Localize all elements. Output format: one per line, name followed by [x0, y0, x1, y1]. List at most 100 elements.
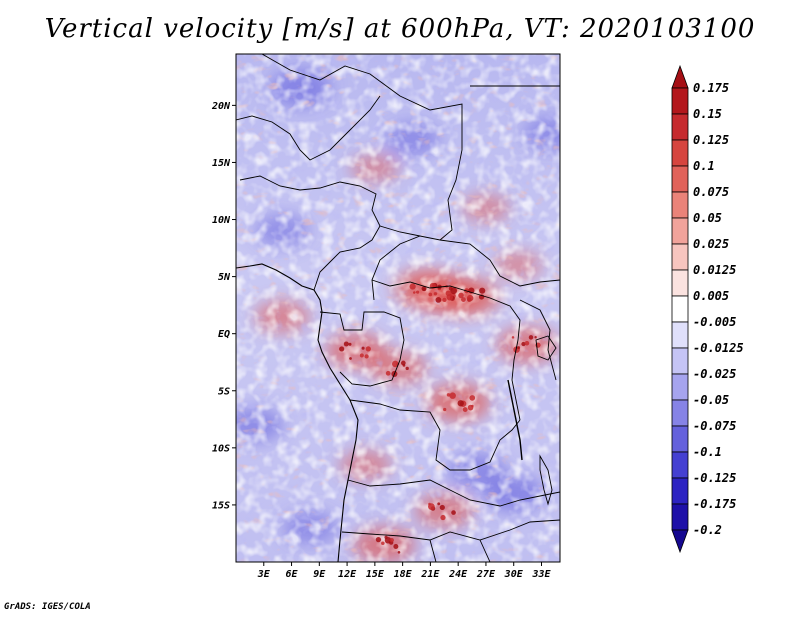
ascent-cell [385, 370, 391, 376]
lon-tick-label: 9E [313, 569, 326, 580]
lat-tick-label: 5N [218, 272, 231, 283]
border-line [371, 279, 521, 421]
lon-tick-label: 21E [420, 569, 440, 580]
country-borders [236, 54, 560, 562]
ascent-cell [365, 346, 371, 352]
lat-tick-label: 20N [211, 101, 231, 112]
ascent-cell [524, 340, 530, 346]
lon-tick-label: 6E [286, 569, 299, 580]
ascent-cell [451, 510, 456, 515]
lon-tick-label: 12E [338, 569, 357, 580]
ascent-cell [449, 392, 456, 399]
colorbar-swatch [671, 191, 689, 219]
ascent-cell [446, 293, 454, 301]
colorbar-level-label: -0.025 [693, 367, 736, 381]
field-white-streaks [236, 54, 560, 562]
colorbar: 0.175 0.15 0.125 0.1 0.075 0.05 0.025 0.0125 0.0… [671, 64, 744, 554]
ascent-cell [517, 346, 521, 350]
lake-outline [539, 454, 553, 506]
ascent-cell [479, 287, 486, 294]
colorbar-level-label: -0.2 [693, 523, 722, 537]
ascent-cell [528, 335, 534, 340]
lake-outline [535, 335, 557, 361]
ascent-cell [511, 336, 515, 339]
colorbar-swatch [671, 373, 689, 401]
ascent-cell [446, 393, 451, 397]
ascent-cell [450, 287, 458, 295]
lon-tick-label: 3E [257, 569, 271, 580]
lat-tick-label: 15N [212, 158, 231, 169]
ascent-cell [339, 346, 345, 352]
colorbar-swatch [671, 113, 689, 141]
colorbar-level-label: 0.1 [693, 159, 715, 173]
ascent-cell [433, 292, 438, 296]
lon-tick-label: 24E [448, 569, 468, 580]
ascent-cell [443, 407, 447, 412]
ascent-cell [343, 341, 349, 347]
ascent-cell [400, 360, 406, 366]
border-line [341, 519, 560, 541]
ascent-cell [440, 514, 446, 521]
ascent-cell [521, 341, 526, 347]
colorbar-level-label: -0.005 [693, 315, 736, 329]
colorbar-level-label: -0.075 [693, 419, 736, 433]
ascent-cell [462, 407, 468, 413]
ascent-cell [381, 541, 385, 546]
ascent-cell [397, 550, 401, 554]
border-line [349, 399, 521, 471]
colorbar-level-label: 0.05 [693, 211, 722, 225]
lake-outline [507, 379, 523, 461]
ascent-cell [389, 537, 394, 543]
ascent-cell [461, 297, 466, 302]
ascent-cell [375, 536, 382, 543]
ascent-cell [348, 342, 352, 346]
colorbar-swatch [671, 295, 689, 323]
lat-tick-label: 15S [212, 500, 230, 511]
border-line [379, 225, 560, 287]
ascent-cell [421, 286, 427, 292]
ascent-cell [393, 544, 399, 550]
colorbar-swatch [671, 139, 689, 167]
ascent-cell [466, 294, 474, 302]
lat-tick-label: EQ [218, 329, 230, 340]
ascent-cell [469, 395, 476, 401]
ascent-cell [384, 535, 388, 540]
ascent-cell [359, 353, 364, 358]
border-line [239, 175, 381, 291]
lon-tick-label: 15E [366, 569, 385, 580]
colorbar-level-label: 0.0125 [693, 263, 736, 277]
lon-tick-label: 18E [394, 569, 413, 580]
colorbar-level-label: 0.15 [693, 107, 722, 121]
ascent-cell [409, 283, 416, 290]
map-plot-area: 20N 15N 10N 5N EQ 5S 10S 15S 3E 6E 9E 12E 15E 18E 21E… [211, 53, 561, 580]
ascent-cell [534, 336, 537, 339]
lon-tick-label: 33E [531, 569, 551, 580]
colorbar-swatch [671, 165, 689, 193]
lat-tick-label: 10S [212, 443, 230, 454]
coastline [236, 263, 359, 562]
chart-title: Vertical velocity [m/s] at 600hPa, VT: 2… [44, 14, 756, 44]
lon-tick-label: 27E [476, 569, 496, 580]
ascent-cell [439, 504, 445, 511]
ascent-cell [467, 404, 474, 411]
colorbar-swatch [671, 87, 689, 115]
colorbar-level-label: -0.1 [693, 445, 722, 459]
lat-tick-label: 5S [218, 386, 230, 397]
border-line [261, 54, 463, 301]
lat-tick-label: 10N [212, 215, 231, 226]
colorbar-top-arrow [671, 64, 689, 89]
colorbar-swatch [671, 503, 689, 531]
colorbar-level-label: -0.0125 [693, 341, 744, 355]
colorbar-swatch [671, 399, 689, 427]
colorbar-swatch [671, 347, 689, 375]
longitude-axis: 3E 6E 9E 12E 15E 18E 21E 24E 27E 30E 33E [257, 562, 551, 580]
ascent-cell [413, 291, 416, 294]
ascent-cell [364, 354, 369, 359]
colorbar-level-label: -0.175 [693, 497, 736, 511]
colorbar-bottom-arrow [671, 529, 689, 554]
ascent-cell [437, 502, 441, 506]
colorbar-level-label: 0.125 [693, 133, 729, 147]
colorbar-swatch [671, 321, 689, 349]
ascent-cell [442, 297, 447, 302]
ascent-cell [428, 292, 433, 297]
